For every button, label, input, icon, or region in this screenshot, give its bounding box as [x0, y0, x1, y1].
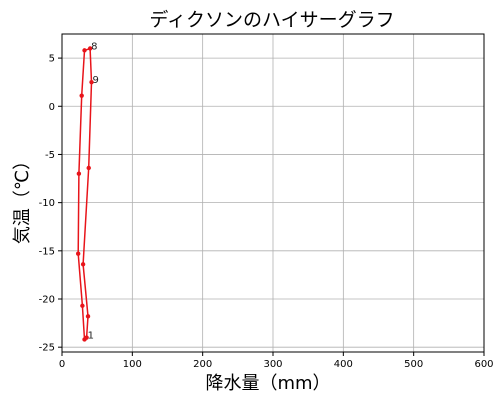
y-tick-label: 5	[49, 54, 55, 65]
series-line	[77, 47, 93, 342]
data-point-month-11	[80, 262, 86, 267]
x-tick-label: 200	[193, 359, 212, 370]
x-tick-label: 400	[334, 359, 353, 370]
plot-frame	[61, 33, 485, 353]
x-tick-label: 500	[404, 359, 423, 370]
point-label-month-1: 1	[88, 331, 94, 342]
y-tick-label: 0	[49, 102, 55, 113]
series	[75, 46, 94, 342]
y-tick-label: -20	[39, 295, 55, 306]
y-tick-label: -10	[39, 198, 55, 209]
data-point-month-9	[89, 79, 94, 85]
axis-ticks: 0 100 200 300 400 500 600 -25 -20 -15 -10 -5 0 5	[39, 54, 494, 370]
x-tick-label: 600	[474, 359, 493, 370]
data-point-month-2	[82, 337, 87, 342]
x-tick-label: 0	[59, 359, 65, 370]
x-tick-label: 300	[263, 359, 282, 370]
data-point-month-3	[80, 303, 85, 308]
x-axis-label: 降水量（mm）	[205, 373, 330, 394]
data-point-month-12	[85, 314, 91, 319]
y-axis-label: 気温（℃）	[12, 152, 33, 244]
grid	[61, 34, 485, 352]
y-tick-label: -25	[39, 343, 55, 354]
data-point-month-5	[76, 171, 82, 176]
point-label-month-8: 8	[91, 41, 97, 52]
x-tick-label: 100	[123, 359, 142, 370]
point-labels: 1 8 9	[88, 41, 99, 341]
y-tick-label: -5	[45, 150, 55, 161]
point-label-month-9: 9	[93, 75, 99, 86]
data-point-month-7	[82, 48, 87, 53]
data-point-month-10	[86, 165, 91, 171]
data-point-month-8	[87, 46, 93, 51]
chart-title: ディクソンのハイサーグラフ	[149, 9, 394, 31]
data-point-month-6	[79, 93, 84, 98]
y-tick-label: -15	[39, 246, 55, 257]
data-point-month-4	[75, 251, 81, 256]
